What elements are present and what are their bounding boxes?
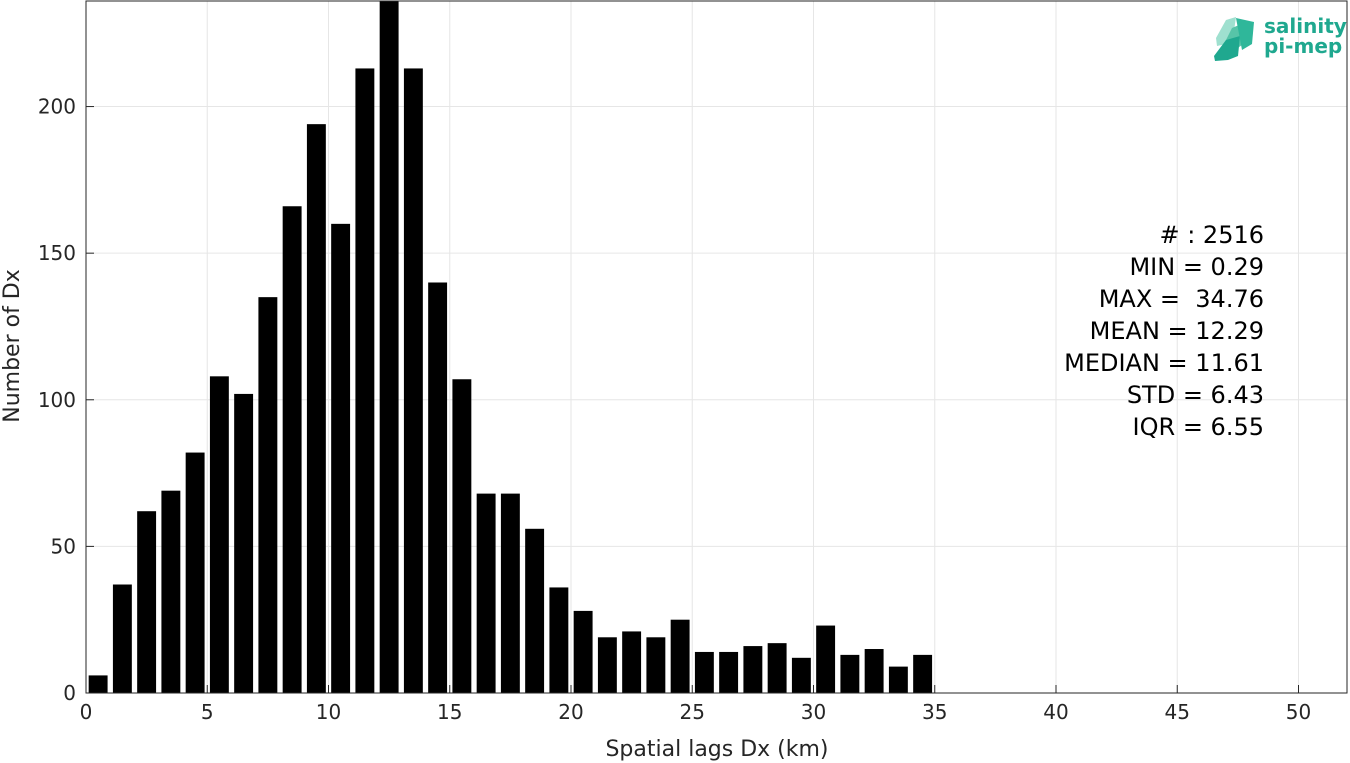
- y-tick-label: 0: [63, 681, 76, 705]
- histogram-bar: [888, 666, 908, 693]
- histogram-bar: [282, 206, 302, 693]
- histogram-bar: [476, 493, 496, 693]
- histogram-bar: [622, 631, 642, 693]
- bars: [88, 1, 933, 694]
- histogram-bar: [816, 625, 836, 693]
- statistics-annotation: # : 2516 MIN = 0.29 MAX = 34.76 MEAN = 12.2…: [1064, 221, 1264, 441]
- histogram-bar: [403, 68, 423, 694]
- x-tick-labels: 0 5 10 15 20 25 30 35 40 45 50: [80, 700, 1312, 724]
- histogram-bar: [913, 654, 933, 693]
- logo-text-line1: salinity: [1264, 14, 1347, 38]
- x-tick-label: 30: [801, 700, 826, 724]
- logo: salinity pi-mep: [1214, 14, 1347, 61]
- histogram-bar: [573, 610, 593, 693]
- histogram-bar: [597, 637, 617, 693]
- histogram-bar: [355, 68, 375, 694]
- y-tick-labels: 0 50 100 150 200: [38, 95, 76, 705]
- histogram-bar: [234, 393, 254, 693]
- histogram-bar: [670, 619, 690, 693]
- stat-line: MEAN = 12.29: [1090, 317, 1264, 345]
- x-tick-label: 45: [1165, 700, 1190, 724]
- histogram-bar: [112, 584, 132, 693]
- histogram-bar: [646, 637, 666, 693]
- histogram-bar: [719, 651, 739, 693]
- histogram-bar: [209, 376, 229, 693]
- histogram-bar: [694, 651, 714, 693]
- histogram-bar: [452, 379, 472, 693]
- x-tick-label: 10: [316, 700, 341, 724]
- logo-text-line2: pi-mep: [1264, 34, 1342, 58]
- histogram-bar: [743, 646, 763, 693]
- histogram-bar: [137, 511, 157, 693]
- histogram-bar: [791, 657, 811, 693]
- stat-line: MIN = 0.29: [1129, 253, 1264, 281]
- y-tick-label: 100: [38, 388, 76, 412]
- x-tick-label: 5: [201, 700, 214, 724]
- logo-wave-icon: [1214, 17, 1254, 61]
- histogram-bar: [767, 643, 787, 693]
- histogram-bar: [840, 654, 860, 693]
- histogram-bar: [428, 282, 448, 693]
- histogram-bar: [379, 1, 399, 693]
- histogram-bar: [306, 124, 326, 694]
- x-tick-label: 25: [680, 700, 705, 724]
- stat-line: IQR = 6.55: [1133, 413, 1264, 441]
- histogram-bar: [161, 490, 181, 693]
- stat-line: MAX = 34.76: [1099, 285, 1264, 313]
- y-tick-label: 150: [38, 241, 76, 265]
- y-tick-label: 200: [38, 95, 76, 119]
- y-tick-label: 50: [51, 534, 76, 558]
- x-tick-label: 35: [922, 700, 947, 724]
- histogram-bar: [525, 528, 545, 693]
- x-tick-label: 15: [437, 700, 462, 724]
- y-axis-label: Number of Dx: [0, 269, 25, 423]
- histogram-bar: [258, 297, 278, 693]
- axis-ticks: [85, 106, 1299, 694]
- x-tick-label: 40: [1043, 700, 1068, 724]
- histogram-bar: [185, 452, 205, 693]
- x-tick-label: 50: [1286, 700, 1311, 724]
- histogram-bar: [864, 649, 884, 693]
- x-axis-label: Spatial lags Dx (km): [605, 737, 828, 762]
- axes-frame: [85, 0, 1348, 694]
- x-tick-label: 20: [558, 700, 583, 724]
- histogram-bar: [500, 493, 520, 693]
- x-tick-label: 0: [80, 700, 93, 724]
- histogram-bar: [549, 587, 569, 693]
- histogram-bar: [331, 223, 351, 693]
- histogram-bar: [88, 675, 108, 693]
- stat-line: STD = 6.43: [1127, 381, 1264, 409]
- stat-line: MEDIAN = 11.61: [1064, 349, 1264, 377]
- stat-line: # : 2516: [1159, 221, 1264, 249]
